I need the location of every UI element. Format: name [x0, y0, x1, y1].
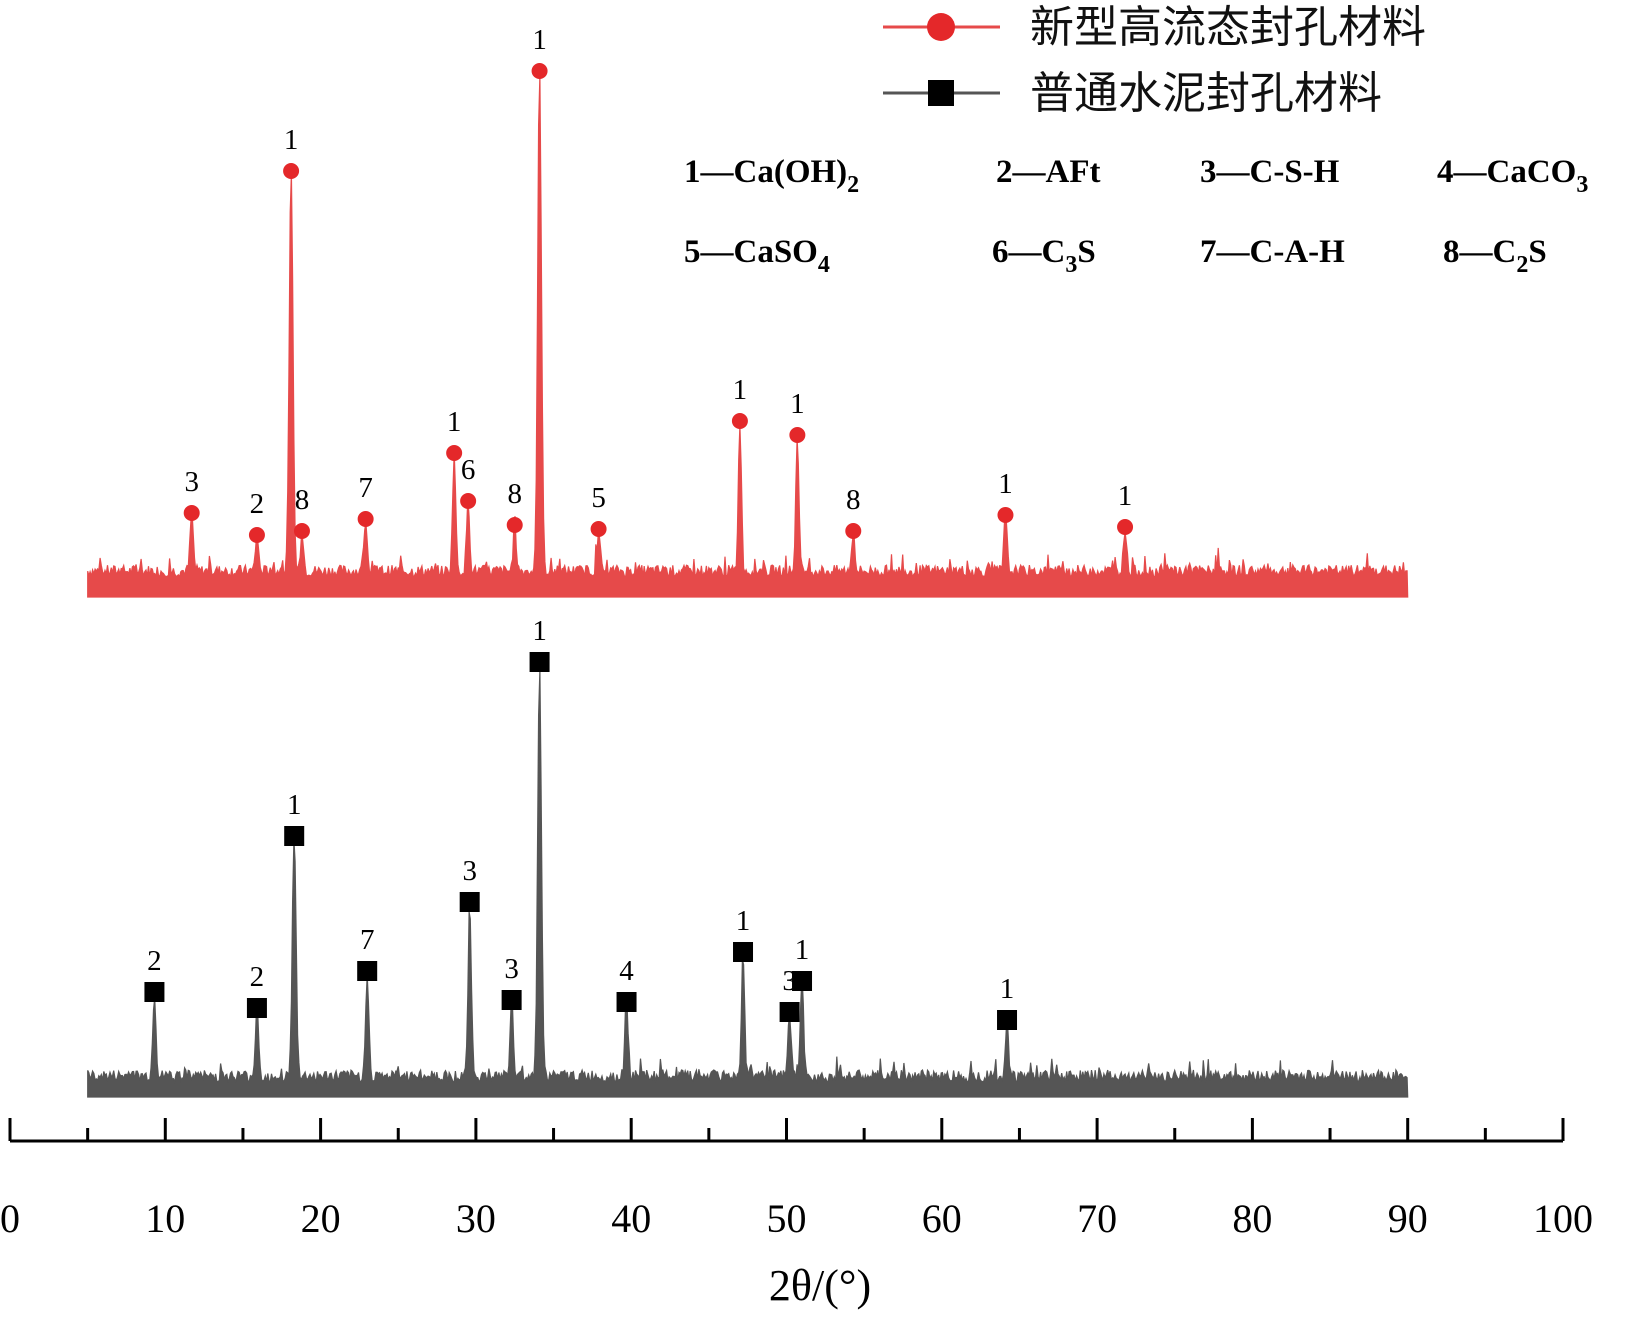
- peak-marker: [357, 961, 378, 981]
- peak-marker: [845, 523, 862, 539]
- peak-label: 1: [1118, 480, 1133, 512]
- x-tick-label: 60: [922, 1196, 962, 1241]
- peak-label: 8: [295, 484, 310, 516]
- peak-label: 7: [360, 924, 375, 956]
- peak-marker: [590, 521, 607, 537]
- series-line-cement: [87, 669, 1409, 1098]
- phase-key-3: 3—C-S-H: [1200, 154, 1340, 190]
- peak-label: 2: [250, 488, 265, 520]
- peak-label: 4: [619, 955, 634, 987]
- peak-label: 2: [147, 945, 162, 977]
- peak-marker: [293, 523, 310, 539]
- peak-marker: [183, 505, 200, 521]
- peak-marker: [616, 992, 637, 1012]
- series-line-new: [87, 75, 1409, 598]
- peak-marker: [531, 63, 548, 79]
- x-tick-label: 30: [456, 1196, 496, 1241]
- peak-label: 3: [184, 466, 199, 498]
- peak-marker: [779, 1002, 800, 1022]
- phase-key-7: 7—C-A-H: [1200, 234, 1345, 270]
- peak-label: 3: [462, 855, 477, 887]
- peak-marker: [283, 163, 300, 179]
- peak-marker: [144, 982, 165, 1002]
- x-tick-label: 40: [611, 1196, 651, 1241]
- x-tick-label: 80: [1232, 1196, 1272, 1241]
- peak-marker: [459, 892, 480, 912]
- peak-label: 1: [287, 789, 302, 821]
- peak-marker: [731, 413, 748, 429]
- peak-marker: [460, 493, 477, 509]
- peak-label: 1: [532, 24, 547, 56]
- peak-label: 1: [284, 124, 299, 156]
- x-tick-label: 70: [1077, 1196, 1117, 1241]
- peak-label: 2: [250, 961, 265, 993]
- phase-key-1: 1—Ca(OH)2: [684, 154, 859, 198]
- x-tick-label: 0: [0, 1196, 20, 1241]
- series-layer: [87, 75, 1409, 1098]
- peak-label: 1: [795, 934, 810, 966]
- peak-label: 1: [447, 406, 462, 438]
- peak-marker: [792, 971, 813, 991]
- x-axis-title: 2θ/(°): [769, 1261, 871, 1310]
- peak-marker: [997, 507, 1014, 523]
- peak-label: 1: [998, 468, 1013, 500]
- phase-key-2: 2—AFt: [996, 154, 1100, 190]
- phase-key-6: 6—C3S: [992, 234, 1096, 278]
- square-marker-icon: [928, 80, 954, 106]
- peak-marker: [248, 527, 265, 543]
- peak-label: 1: [790, 388, 805, 420]
- peak-label: 1: [532, 615, 547, 647]
- peak-marker: [357, 511, 374, 527]
- peak-label: 8: [507, 478, 522, 510]
- peak-marker: [446, 445, 463, 461]
- peak-marker: [733, 942, 754, 962]
- peak-label: 3: [504, 953, 519, 985]
- peak-label: 7: [358, 472, 373, 504]
- circle-marker-icon: [927, 13, 955, 41]
- phase-key-8: 8—C2S: [1443, 234, 1547, 278]
- peak-marker: [529, 652, 550, 672]
- peak-label: 1: [1000, 973, 1015, 1005]
- peak-marker: [506, 517, 523, 533]
- x-tick-label: 50: [767, 1196, 807, 1241]
- x-axis: 0 10 20 30 40 50 60 70 80 90 100: [0, 1118, 1593, 1241]
- peak-marker: [789, 427, 806, 443]
- legend: 新型高流态封孔材料 普通水泥封孔材料: [883, 3, 1426, 118]
- x-tick-label: 100: [1533, 1196, 1593, 1241]
- peak-label: 5: [591, 482, 606, 514]
- peak-marker: [501, 990, 522, 1010]
- phase-key: 1—Ca(OH)2 2—AFt 3—C-S-H 4—CaCO3 5—CaSO4 …: [684, 154, 1588, 278]
- peak-label: 6: [461, 454, 476, 486]
- legend-label-new: 新型高流态封孔材料: [1030, 3, 1426, 52]
- phase-key-4: 4—CaCO3: [1437, 154, 1588, 198]
- peak-marker: [284, 826, 305, 846]
- peak-label: 1: [733, 374, 748, 406]
- phase-key-5: 5—CaSO4: [684, 234, 830, 278]
- peak-marker: [1117, 519, 1134, 535]
- legend-label-cement: 普通水泥封孔材料: [1030, 69, 1382, 118]
- peak-label: 8: [846, 484, 861, 516]
- x-tick-label: 20: [301, 1196, 341, 1241]
- x-tick-label: 90: [1388, 1196, 1428, 1241]
- peak-marker: [997, 1010, 1018, 1030]
- x-tick-label: 10: [145, 1196, 185, 1241]
- peak-label: 1: [736, 905, 751, 937]
- peak-marker: [246, 998, 267, 1018]
